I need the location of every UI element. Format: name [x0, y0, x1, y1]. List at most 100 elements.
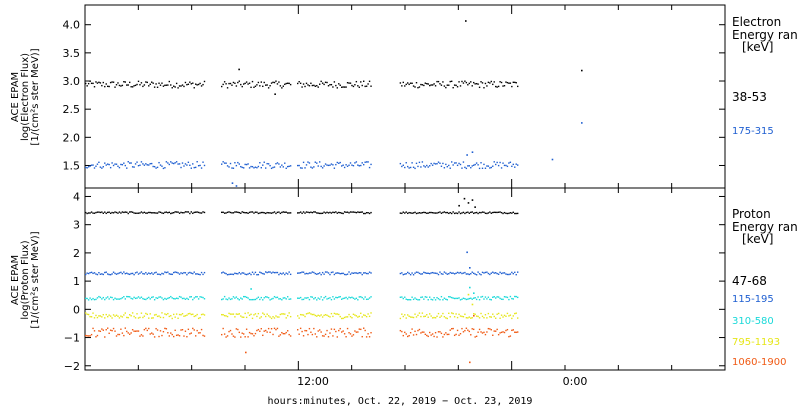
point-1-0: [134, 212, 137, 214]
point-1-0: [351, 211, 353, 213]
point-0-1: [153, 165, 156, 168]
proton-legend-series-4: 795-1193: [732, 337, 780, 348]
point-0-1: [140, 161, 143, 163]
point-1-4: [404, 331, 406, 334]
point-0-0: [302, 83, 305, 85]
point-1-4: [202, 334, 204, 337]
point-0-1: [165, 161, 168, 163]
point-1-2: [316, 299, 318, 301]
point-1-4: [89, 335, 91, 337]
point-1-3: [262, 312, 264, 314]
point-0-0: [149, 83, 151, 85]
point-0-0: [351, 84, 353, 87]
point-1-0: [411, 212, 413, 214]
point-1-3: [320, 314, 322, 316]
point-0-0: [429, 84, 431, 87]
point-1-2: [222, 298, 224, 300]
point-1-3: [439, 316, 441, 319]
point-1-2: [474, 297, 476, 299]
point-1-4: [162, 330, 165, 333]
point-1-4: [439, 331, 441, 333]
point-1-0: [281, 211, 283, 214]
point-0-1: [326, 164, 328, 166]
point-0-0: [364, 85, 366, 88]
point-0-0: [117, 82, 119, 84]
point-0-1: [240, 165, 242, 168]
point-1-2: [431, 299, 434, 301]
point-1-0: [471, 211, 473, 213]
point-1-4: [173, 335, 175, 338]
point-1-4: [502, 331, 504, 333]
point-1-2: [92, 297, 94, 300]
point-1-3: [499, 317, 501, 319]
point-1-1: [118, 272, 121, 274]
point-1-4: [284, 332, 286, 335]
point-1-3: [299, 313, 302, 316]
point-1-4: [442, 336, 444, 338]
point-1-4: [288, 333, 290, 336]
point-1-4: [412, 334, 415, 336]
point-1-2: [200, 296, 203, 298]
point-0-1: [468, 165, 470, 167]
point-1-1: [223, 272, 226, 274]
point-1-2: [493, 296, 495, 298]
point-1-0: [338, 211, 340, 214]
point-0-0: [467, 84, 469, 86]
point-0-1: [409, 166, 412, 169]
point-1-2: [481, 295, 484, 298]
point-0-0: [229, 82, 232, 85]
point-1-3: [324, 314, 327, 316]
point-0-1: [497, 164, 500, 167]
point-1-4: [301, 330, 303, 333]
point-1-3: [273, 317, 276, 319]
point-0-0: [515, 82, 517, 84]
point-1-1: [93, 272, 96, 274]
point-1-4: [342, 330, 344, 332]
point-1-4: [118, 333, 121, 336]
point-1-3: [146, 313, 148, 316]
point-1-1: [269, 271, 271, 273]
point-1-3: [196, 313, 198, 316]
electron-legend-series-2: 175-315: [732, 126, 774, 137]
point-1-0: [505, 212, 507, 215]
point-0-1: [223, 162, 226, 164]
point-1-3: [243, 316, 245, 318]
point-1-3: [316, 315, 318, 317]
point-1-4: [265, 329, 267, 332]
point-1-3: [115, 314, 118, 316]
point-0-1: [462, 161, 465, 163]
point-1-2: [250, 298, 252, 301]
point-1-2: [515, 295, 517, 298]
point-1-4: [451, 328, 453, 330]
point-1-3: [506, 312, 509, 315]
point-1-3: [105, 313, 107, 316]
point-1-2: [248, 298, 251, 301]
point-0-0: [464, 80, 466, 82]
point-1-4: [459, 332, 462, 335]
point-1-0: [431, 212, 434, 214]
point-1-4: [134, 330, 137, 332]
point-1-3: [183, 315, 185, 317]
point-1-0: [186, 211, 188, 213]
point-1-1: [317, 272, 319, 275]
point-1-4: [186, 336, 188, 338]
point-0-1: [455, 162, 457, 164]
point-1-0: [112, 212, 115, 214]
point-1-4: [161, 334, 163, 337]
point-1-4: [323, 335, 325, 337]
point-1-1: [244, 273, 246, 275]
point-1-3: [190, 313, 192, 316]
point-1-0: [407, 212, 409, 215]
point-1-0: [426, 212, 428, 214]
point-1-4: [512, 329, 514, 331]
point-0-0: [93, 86, 96, 88]
point-1-1: [143, 273, 146, 275]
point-1-3: [452, 312, 454, 315]
point-0-1: [464, 166, 466, 169]
point-1-2: [351, 296, 353, 299]
point-1-3: [226, 315, 229, 318]
point-1-0: [287, 212, 289, 214]
point-0-1: [262, 164, 264, 166]
point-1-0: [237, 211, 239, 213]
point-1-2: [190, 296, 192, 298]
